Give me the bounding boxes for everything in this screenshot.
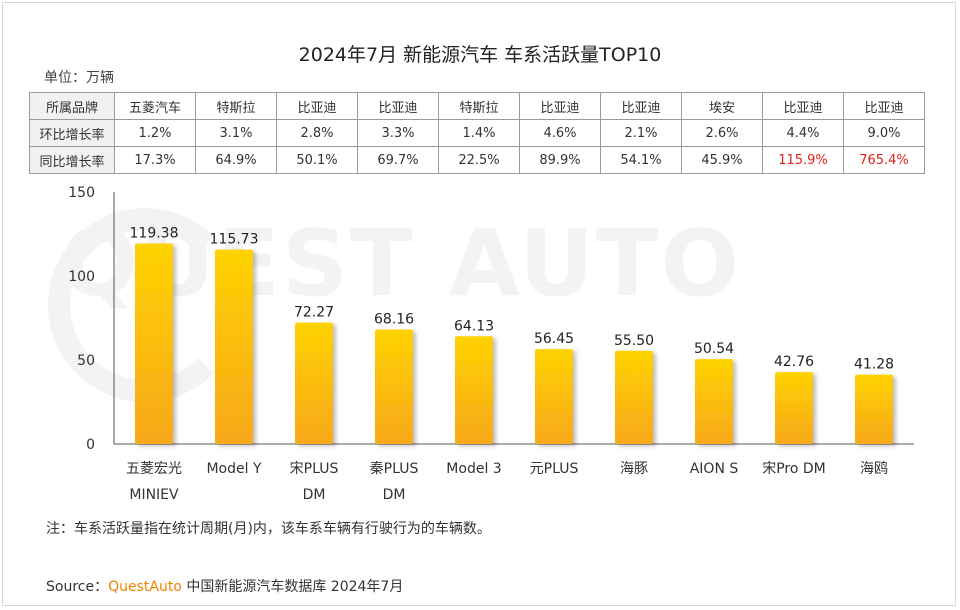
table-cell: 特斯拉 [438, 92, 520, 120]
category-label: 宋Pro DM [762, 461, 826, 477]
table-row-header: 同比增长率 [29, 146, 115, 174]
bar-value-label: 42.76 [774, 354, 814, 370]
table-cell: 64.9% [195, 146, 277, 174]
table-cell: 1.4% [438, 119, 520, 147]
bar-value-label: 68.16 [374, 311, 414, 327]
category-label: Model 3 [446, 461, 501, 477]
category-label: MINIEV [129, 487, 179, 503]
table-cell: 115.9% [762, 146, 844, 174]
table-cell: 9.0% [843, 119, 925, 147]
category-label: 元PLUS [530, 461, 579, 477]
table-cell: 4.4% [762, 119, 844, 147]
table-cell: 比亚迪 [519, 92, 601, 120]
table-cell: 1.2% [114, 119, 196, 147]
table-row: 同比增长率 17.3% 64.9% 50.1% 69.7% 22.5% 89.9% 54.1%… [29, 146, 925, 174]
table-cell: 比亚迪 [357, 92, 439, 120]
table-cell: 54.1% [600, 146, 682, 174]
category-label: 秦PLUS [370, 461, 419, 477]
category-label: 海鸥 [860, 460, 888, 477]
bar-value-label: 64.13 [454, 318, 494, 334]
watermark: QUEST AUTO [60, 210, 741, 317]
table-cell: 45.9% [681, 146, 763, 174]
table-row-header: 环比增长率 [29, 119, 115, 147]
table-row: 环比增长率 1.2% 3.1% 2.8% 3.3% 1.4% 4.6% 2.1% 2.6% 4.4… [29, 119, 925, 147]
brand-growth-table: 所属品牌 五菱汽车 特斯拉 比亚迪 比亚迪 特斯拉 比亚迪 比亚迪 埃安 比亚迪 比亚迪 环比增长率 1… [29, 92, 925, 174]
unit-label: 单位：万辆 [44, 70, 114, 86]
bar-value-label: 50.54 [694, 341, 734, 357]
table-cell: 69.7% [357, 146, 439, 174]
table-row-header: 所属品牌 [29, 92, 115, 120]
y-tick-label: 100 [68, 269, 95, 285]
table-cell: 比亚迪 [843, 92, 925, 120]
table-cell: 比亚迪 [600, 92, 682, 120]
bar [455, 336, 493, 444]
bar [135, 243, 173, 444]
table-cell: 765.4% [843, 146, 925, 174]
bar [295, 322, 333, 444]
source-brand: QuestAuto [108, 579, 182, 595]
chart-title: 2024年7月 新能源汽车 车系活跃量TOP10 [298, 44, 662, 66]
source-prefix: Source： [46, 579, 109, 595]
bar-value-label: 72.27 [294, 305, 334, 321]
category-label: 宋PLUS [290, 461, 339, 477]
category-label: DM [383, 487, 406, 503]
category-label: 海豚 [620, 461, 648, 477]
table-cell: 89.9% [519, 146, 601, 174]
y-tick-label: 150 [68, 185, 95, 201]
bar-value-label: 55.50 [614, 333, 654, 349]
table-cell: 五菱汽车 [114, 92, 196, 120]
bar-value-label: 56.45 [534, 331, 574, 347]
bar-value-label: 115.73 [210, 232, 259, 248]
table-cell: 50.1% [276, 146, 358, 174]
footnote: 注：车系活跃量指在统计周期(月)内，该车系车辆有行驶行为的车辆数。 [46, 521, 491, 537]
table-cell: 2.1% [600, 119, 682, 147]
table-cell: 22.5% [438, 146, 520, 174]
bar [695, 359, 733, 444]
bar [615, 350, 653, 444]
bar [535, 349, 573, 444]
table-cell: 17.3% [114, 146, 196, 174]
y-tick-label: 0 [86, 437, 95, 453]
y-tick-label: 50 [77, 353, 95, 369]
table-row: 所属品牌 五菱汽车 特斯拉 比亚迪 比亚迪 特斯拉 比亚迪 比亚迪 埃安 比亚迪 比亚迪 [29, 92, 925, 120]
bar [375, 329, 413, 444]
bar-value-label: 119.38 [130, 225, 179, 241]
bar [215, 249, 253, 444]
category-label: DM [303, 487, 326, 503]
table-cell: 4.6% [519, 119, 601, 147]
bar [775, 372, 813, 444]
category-label: AION S [690, 461, 739, 477]
category-label: 五菱宏光 [126, 461, 182, 477]
source-text: 中国新能源汽车数据库 2024年7月 [181, 579, 404, 595]
table-cell: 2.6% [681, 119, 763, 147]
table-cell: 比亚迪 [276, 92, 358, 120]
bar-value-label: 41.28 [854, 357, 894, 373]
table-cell: 特斯拉 [195, 92, 277, 120]
source-line: Source：QuestAuto 中国新能源汽车数据库 2024年7月 [46, 576, 403, 596]
bar [855, 374, 893, 444]
category-label: Model Y [206, 461, 261, 477]
